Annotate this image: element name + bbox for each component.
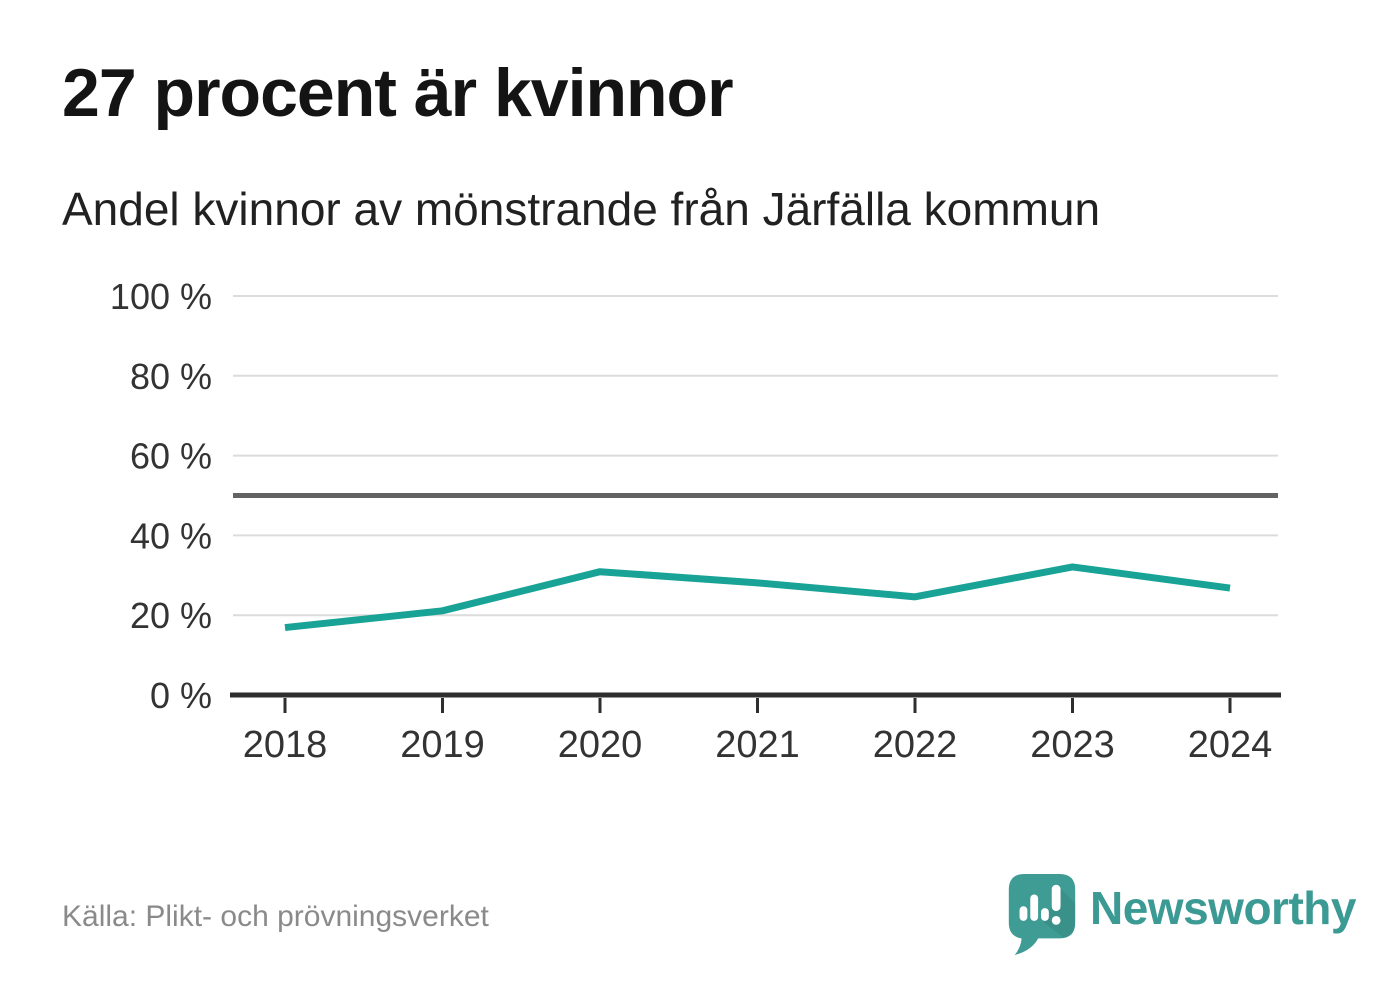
x-axis-tick-label: 2020	[558, 724, 643, 766]
x-axis-tick-label: 2022	[873, 724, 958, 766]
newsworthy-logo-icon	[1008, 874, 1076, 956]
x-axis-tick-label: 2021	[715, 724, 800, 766]
x-axis-tick-label: 2018	[243, 724, 328, 766]
y-axis-tick-label: 80 %	[130, 356, 212, 397]
x-axis-tick-label: 2024	[1188, 724, 1273, 766]
page-title: 27 procent är kvinnor	[62, 55, 734, 131]
y-axis-tick-label: 20 %	[130, 595, 212, 636]
logo-exclamation-bar	[1051, 884, 1061, 912]
newsworthy-wordmark: Newsworthy	[1090, 882, 1356, 934]
y-axis-tick-label: 60 %	[130, 436, 212, 477]
source-note: Källa: Plikt- och prövningsverket	[62, 900, 489, 933]
y-axis-tick-label: 40 %	[130, 515, 212, 556]
y-axis-tick-label: 100 %	[110, 276, 212, 317]
y-axis-tick-label: 0 %	[150, 675, 212, 716]
logo-bar-1	[1019, 906, 1028, 921]
newsworthy-logo: Newsworthy	[1008, 874, 1356, 956]
x-axis-tick-label: 2023	[1030, 724, 1115, 766]
logo-bar-3	[1041, 908, 1049, 921]
x-axis-tick-label: 2019	[400, 724, 485, 766]
chart-subtitle: Andel kvinnor av mönstrande från Järfäll…	[62, 183, 1101, 235]
logo-bar-2	[1030, 894, 1039, 921]
data-line	[284, 563, 1231, 632]
logo-shadow	[1043, 887, 1076, 938]
logo-exclamation-dot	[1051, 915, 1061, 925]
